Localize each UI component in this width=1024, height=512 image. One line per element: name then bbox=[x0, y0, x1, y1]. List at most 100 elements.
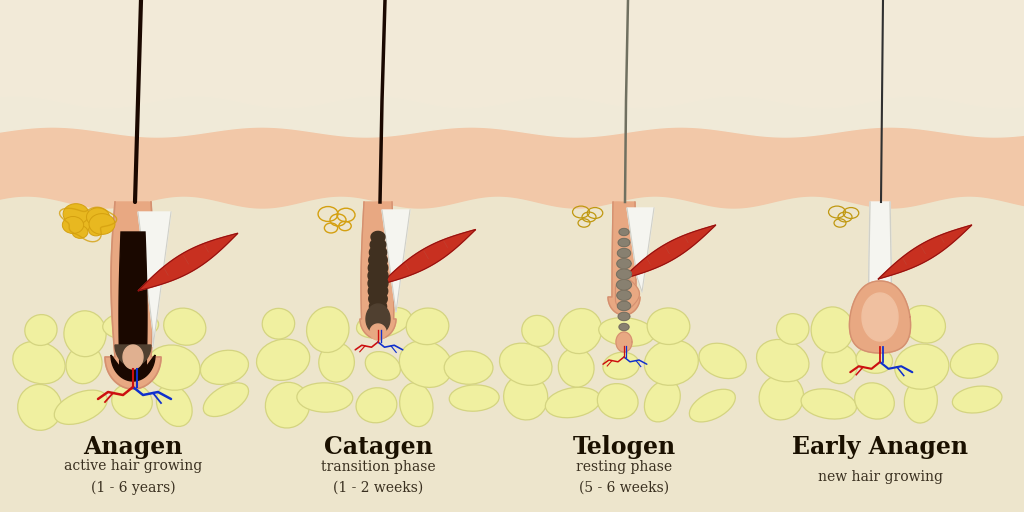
Ellipse shape bbox=[504, 374, 548, 420]
Ellipse shape bbox=[558, 348, 594, 387]
Ellipse shape bbox=[102, 311, 159, 340]
Ellipse shape bbox=[546, 387, 601, 418]
Ellipse shape bbox=[63, 204, 89, 224]
Polygon shape bbox=[616, 290, 631, 301]
Ellipse shape bbox=[903, 306, 945, 343]
Ellipse shape bbox=[25, 314, 57, 346]
Polygon shape bbox=[618, 228, 629, 236]
Text: transition phase
(1 - 2 weeks): transition phase (1 - 2 weeks) bbox=[321, 460, 435, 494]
Polygon shape bbox=[360, 202, 396, 339]
Ellipse shape bbox=[444, 351, 493, 385]
Ellipse shape bbox=[644, 380, 680, 422]
Ellipse shape bbox=[856, 347, 893, 373]
Ellipse shape bbox=[86, 208, 110, 226]
Ellipse shape bbox=[72, 226, 88, 239]
Ellipse shape bbox=[145, 345, 200, 390]
Ellipse shape bbox=[644, 340, 698, 386]
Ellipse shape bbox=[54, 390, 108, 424]
Ellipse shape bbox=[776, 314, 809, 345]
Ellipse shape bbox=[366, 352, 400, 380]
Polygon shape bbox=[850, 281, 910, 353]
Polygon shape bbox=[618, 324, 629, 331]
Polygon shape bbox=[371, 239, 386, 251]
Ellipse shape bbox=[265, 382, 309, 428]
Ellipse shape bbox=[257, 339, 309, 380]
Polygon shape bbox=[370, 246, 387, 260]
Ellipse shape bbox=[399, 340, 453, 388]
Ellipse shape bbox=[297, 383, 352, 412]
Polygon shape bbox=[371, 316, 385, 328]
Ellipse shape bbox=[78, 214, 98, 230]
Polygon shape bbox=[123, 345, 143, 369]
Ellipse shape bbox=[89, 224, 103, 236]
Polygon shape bbox=[616, 269, 632, 280]
Ellipse shape bbox=[356, 307, 412, 338]
Polygon shape bbox=[368, 268, 388, 284]
Ellipse shape bbox=[66, 345, 102, 383]
Ellipse shape bbox=[522, 315, 554, 347]
Polygon shape bbox=[380, 229, 475, 285]
Polygon shape bbox=[366, 304, 390, 334]
Polygon shape bbox=[369, 291, 387, 306]
Ellipse shape bbox=[306, 307, 349, 353]
Ellipse shape bbox=[118, 349, 155, 376]
Polygon shape bbox=[138, 212, 171, 347]
Polygon shape bbox=[115, 345, 151, 366]
Polygon shape bbox=[616, 332, 632, 352]
Ellipse shape bbox=[699, 343, 746, 378]
Ellipse shape bbox=[689, 389, 735, 422]
Text: Telogen: Telogen bbox=[572, 435, 676, 459]
Ellipse shape bbox=[855, 383, 894, 419]
Polygon shape bbox=[868, 202, 892, 331]
Ellipse shape bbox=[112, 383, 153, 419]
Ellipse shape bbox=[822, 345, 858, 383]
Ellipse shape bbox=[399, 383, 433, 426]
Polygon shape bbox=[369, 283, 388, 299]
Ellipse shape bbox=[157, 385, 193, 426]
Ellipse shape bbox=[950, 344, 998, 378]
Ellipse shape bbox=[450, 385, 499, 411]
Ellipse shape bbox=[17, 385, 61, 431]
Ellipse shape bbox=[12, 342, 66, 384]
Ellipse shape bbox=[603, 352, 639, 379]
Ellipse shape bbox=[164, 308, 206, 345]
Polygon shape bbox=[616, 259, 631, 269]
Ellipse shape bbox=[757, 339, 809, 382]
Ellipse shape bbox=[559, 309, 602, 354]
Polygon shape bbox=[369, 260, 388, 275]
Ellipse shape bbox=[647, 308, 690, 345]
Ellipse shape bbox=[859, 317, 914, 346]
Polygon shape bbox=[138, 233, 238, 291]
Polygon shape bbox=[862, 293, 898, 341]
Polygon shape bbox=[111, 232, 155, 381]
Ellipse shape bbox=[62, 217, 84, 233]
Polygon shape bbox=[615, 279, 639, 309]
Polygon shape bbox=[105, 202, 161, 389]
Polygon shape bbox=[618, 239, 630, 247]
Ellipse shape bbox=[952, 386, 1001, 413]
Ellipse shape bbox=[811, 307, 853, 353]
Text: Anagen: Anagen bbox=[83, 435, 182, 459]
Text: Catagen: Catagen bbox=[324, 435, 432, 459]
Polygon shape bbox=[618, 312, 630, 321]
Ellipse shape bbox=[407, 308, 449, 345]
Ellipse shape bbox=[759, 374, 804, 420]
Polygon shape bbox=[371, 231, 385, 243]
Polygon shape bbox=[608, 202, 640, 315]
Polygon shape bbox=[370, 324, 386, 340]
Ellipse shape bbox=[904, 379, 937, 423]
Polygon shape bbox=[879, 225, 972, 279]
Polygon shape bbox=[617, 301, 631, 310]
Ellipse shape bbox=[597, 383, 638, 419]
Text: resting phase
(5 - 6 weeks): resting phase (5 - 6 weeks) bbox=[575, 460, 672, 494]
Ellipse shape bbox=[895, 344, 949, 389]
Ellipse shape bbox=[318, 343, 354, 382]
Ellipse shape bbox=[89, 214, 115, 234]
Polygon shape bbox=[623, 225, 716, 279]
Text: new hair growing: new hair growing bbox=[817, 470, 942, 484]
Ellipse shape bbox=[801, 389, 856, 419]
Polygon shape bbox=[369, 253, 387, 268]
Ellipse shape bbox=[500, 343, 552, 386]
Polygon shape bbox=[627, 208, 654, 292]
Ellipse shape bbox=[262, 308, 295, 339]
